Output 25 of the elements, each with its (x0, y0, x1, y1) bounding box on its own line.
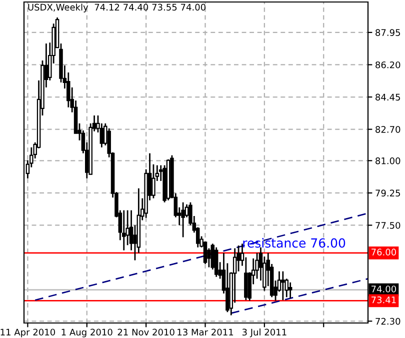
y-tick-label: 72.30 (376, 318, 400, 325)
x-tick-label: 11 Apr 2010 (0, 328, 56, 338)
y-tick-label: 84.45 (376, 94, 400, 101)
candlestick (181, 202, 185, 238)
candlestick (281, 270, 285, 301)
y-tick-label: 86.20 (376, 61, 400, 68)
x-tick-label: 1 Aug 2010 (62, 328, 112, 338)
annotation: resistance 76.00 (243, 238, 346, 248)
candlestick (122, 210, 126, 252)
ref-line-label: 76.00 (372, 248, 396, 256)
candlestick (244, 256, 248, 301)
ref-line-label: 74.00 (372, 286, 396, 292)
candlestick (288, 282, 292, 299)
y-tick-label: 77.50 (376, 222, 400, 229)
x-tick-label: 21 Nov 2010 (118, 328, 174, 336)
x-tick-label: 13 Mar 2011 (178, 328, 234, 336)
x-tick-label: 3 Jul 2011 (242, 328, 286, 338)
candlestick (214, 246, 218, 278)
ref-line-label: 73.41 (372, 296, 396, 304)
chart-title: USDX,Weekly 74.12 74.40 73.55 74.00 (28, 4, 206, 12)
y-tick-label: 87.95 (376, 29, 400, 36)
y-tick-label: 81.00 (376, 157, 400, 164)
y-tick-label: 79.25 (376, 190, 400, 196)
candlestick (152, 164, 156, 199)
y-tick-label: 82.70 (376, 126, 400, 133)
